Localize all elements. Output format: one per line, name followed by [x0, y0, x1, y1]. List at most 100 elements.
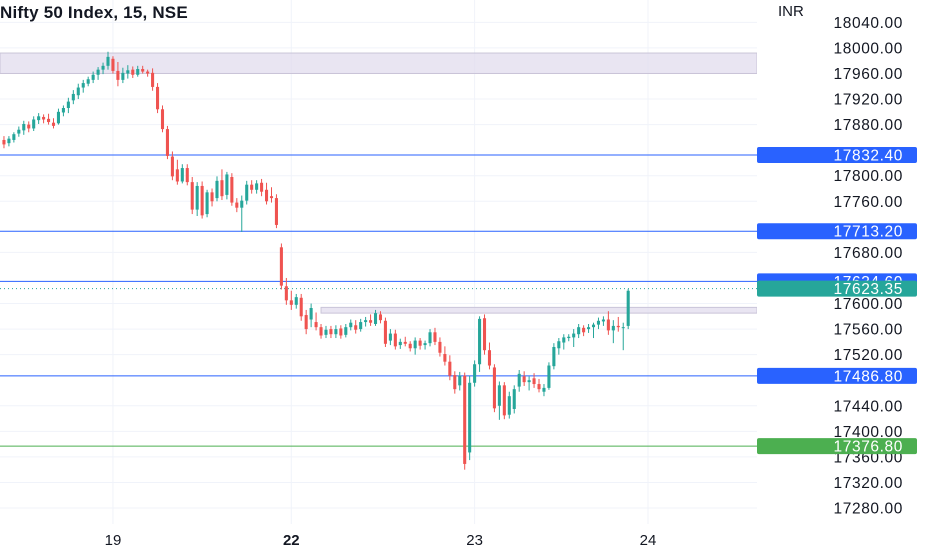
candle[interactable]	[279, 247, 283, 286]
candle[interactable]	[225, 174, 229, 195]
candle[interactable]	[215, 180, 219, 199]
candle[interactable]	[170, 156, 174, 177]
candle[interactable]	[51, 122, 56, 126]
candle[interactable]	[502, 385, 506, 416]
candle[interactable]	[81, 83, 85, 88]
candle[interactable]	[230, 177, 234, 203]
candle[interactable]	[220, 180, 224, 197]
candle[interactable]	[359, 322, 363, 330]
candle[interactable]	[289, 300, 293, 305]
candle[interactable]	[428, 332, 432, 344]
candle[interactable]	[606, 319, 610, 331]
candle[interactable]	[121, 72, 125, 80]
candle[interactable]	[185, 168, 189, 183]
candle[interactable]	[433, 332, 437, 342]
candle[interactable]	[478, 318, 482, 365]
candle[interactable]	[572, 333, 576, 338]
candle[interactable]	[383, 320, 387, 344]
candle[interactable]	[165, 129, 169, 156]
candle[interactable]	[56, 111, 60, 124]
candle[interactable]	[37, 116, 41, 121]
candle[interactable]	[141, 69, 145, 72]
candle[interactable]	[180, 168, 184, 182]
candle[interactable]	[468, 382, 472, 453]
candle[interactable]	[482, 318, 487, 351]
candle[interactable]	[562, 337, 566, 343]
candle[interactable]	[453, 375, 457, 390]
candle[interactable]	[324, 329, 328, 335]
candle[interactable]	[156, 86, 160, 110]
candle[interactable]	[542, 387, 546, 392]
candle[interactable]	[12, 134, 16, 140]
candle[interactable]	[304, 315, 308, 330]
candle[interactable]	[91, 74, 95, 80]
candle[interactable]	[388, 333, 392, 341]
candle[interactable]	[274, 198, 278, 225]
candle[interactable]	[621, 327, 625, 329]
candle[interactable]	[136, 69, 140, 75]
candle[interactable]	[17, 129, 21, 134]
candle[interactable]	[205, 192, 209, 215]
candle[interactable]	[517, 373, 521, 387]
candle[interactable]	[369, 320, 373, 323]
candle[interactable]	[190, 182, 194, 210]
candle[interactable]	[101, 65, 105, 70]
candle[interactable]	[111, 58, 115, 71]
candle[interactable]	[354, 325, 358, 330]
candle[interactable]	[240, 200, 244, 208]
candle[interactable]	[582, 327, 586, 333]
candle[interactable]	[76, 87, 80, 96]
candle[interactable]	[47, 118, 51, 123]
candle[interactable]	[116, 70, 120, 80]
candle[interactable]	[329, 329, 333, 335]
candle[interactable]	[601, 319, 605, 322]
candle[interactable]	[314, 322, 318, 328]
candle[interactable]	[423, 343, 427, 346]
candle[interactable]	[309, 308, 313, 320]
candle[interactable]	[131, 69, 135, 75]
candle[interactable]	[403, 341, 407, 344]
candle[interactable]	[532, 378, 536, 385]
candle[interactable]	[364, 320, 368, 323]
candle[interactable]	[522, 376, 526, 383]
candle[interactable]	[344, 327, 348, 335]
candle[interactable]	[61, 107, 65, 113]
candle[interactable]	[260, 182, 264, 192]
candle[interactable]	[626, 290, 630, 326]
candle[interactable]	[250, 184, 254, 190]
candle[interactable]	[235, 202, 239, 208]
candle[interactable]	[616, 325, 620, 328]
candle[interactable]	[22, 123, 26, 131]
candle[interactable]	[96, 69, 100, 75]
candle[interactable]	[527, 380, 531, 383]
candle[interactable]	[487, 350, 492, 366]
candle[interactable]	[458, 375, 462, 386]
candle[interactable]	[269, 196, 274, 199]
candle[interactable]	[463, 375, 467, 464]
candle[interactable]	[245, 184, 249, 201]
candle[interactable]	[418, 340, 422, 346]
candle[interactable]	[591, 324, 596, 328]
candle[interactable]	[408, 343, 412, 349]
candle[interactable]	[42, 116, 46, 120]
candle[interactable]	[86, 79, 90, 84]
candle[interactable]	[507, 396, 511, 415]
candle[interactable]	[71, 93, 75, 101]
candle[interactable]	[373, 313, 378, 324]
candle[interactable]	[577, 327, 581, 335]
candle[interactable]	[339, 328, 343, 336]
candle[interactable]	[492, 367, 496, 409]
candle[interactable]	[552, 346, 556, 367]
candle[interactable]	[66, 101, 70, 108]
candle[interactable]	[284, 286, 288, 301]
candle[interactable]	[319, 327, 323, 336]
candle[interactable]	[497, 385, 501, 406]
candle[interactable]	[473, 364, 477, 383]
candle[interactable]	[7, 138, 11, 144]
candle[interactable]	[537, 384, 541, 390]
candle[interactable]	[393, 333, 397, 347]
candle[interactable]	[334, 329, 338, 335]
candle[interactable]	[195, 185, 199, 210]
candle[interactable]	[438, 341, 442, 353]
